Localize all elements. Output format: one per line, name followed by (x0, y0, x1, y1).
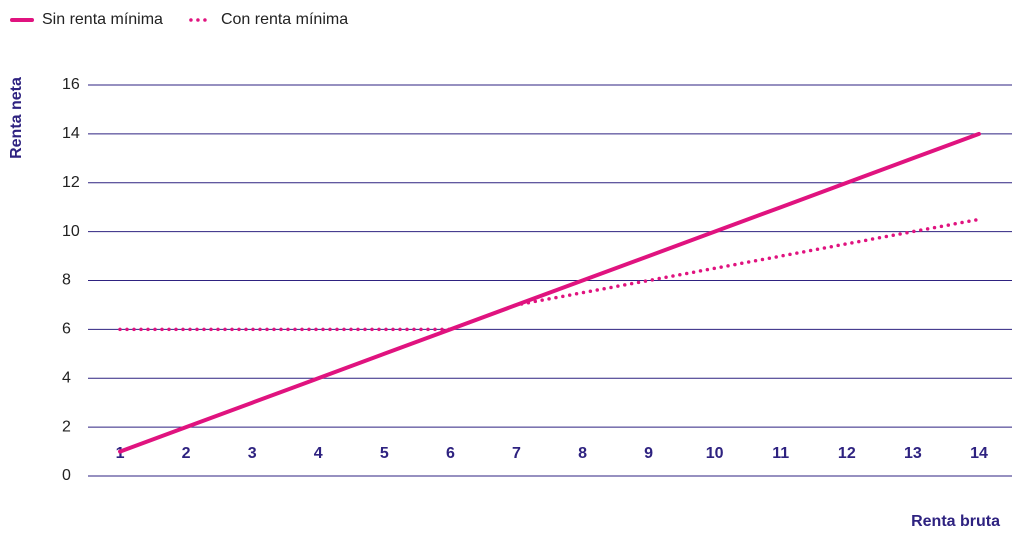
x-tick-label: 14 (970, 445, 988, 462)
series-line (118, 217, 981, 332)
x-tick-label: 7 (512, 445, 521, 462)
x-axis-label: Renta bruta (911, 513, 1000, 530)
x-tick-label: 9 (644, 445, 653, 462)
x-tick-label: 13 (904, 445, 922, 462)
y-tick-label: 4 (62, 369, 71, 386)
y-tick-label: 16 (62, 76, 80, 93)
y-tick-label: 0 (62, 467, 71, 484)
x-tick-label: 4 (314, 445, 323, 462)
x-tick-label: 11 (772, 445, 789, 462)
y-tick-label: 10 (62, 223, 80, 240)
y-tick-label: 6 (62, 321, 71, 338)
x-tick-label: 10 (706, 445, 724, 462)
y-tick-label: 14 (62, 125, 80, 142)
x-tick-label: 8 (578, 445, 587, 462)
legend-label: Sin renta mínima (42, 11, 163, 28)
y-axis-label: Renta neta (8, 77, 25, 159)
y-tick-label: 2 (62, 418, 71, 435)
series-line (118, 131, 981, 454)
x-tick-label: 3 (248, 445, 257, 462)
x-tick-label: 2 (182, 445, 191, 462)
y-tick-label: 12 (62, 174, 80, 191)
x-tick-label: 1 (116, 445, 125, 462)
legend-label: Con renta mínima (221, 11, 348, 28)
x-tick-label: 12 (838, 445, 856, 462)
x-tick-label: 6 (446, 445, 455, 462)
y-tick-label: 8 (62, 272, 71, 289)
x-tick-label: 5 (380, 445, 389, 462)
